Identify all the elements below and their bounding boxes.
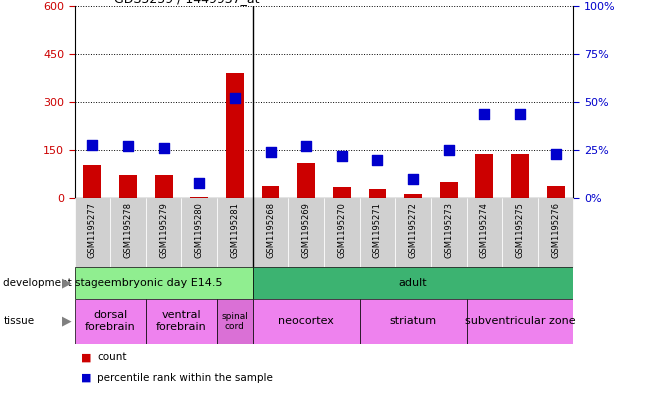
Bar <box>404 194 422 198</box>
Point <box>123 143 133 150</box>
Bar <box>181 198 217 267</box>
Text: dorsal
forebrain: dorsal forebrain <box>85 310 135 332</box>
Text: GSM1195281: GSM1195281 <box>231 202 239 258</box>
Text: GSM1195270: GSM1195270 <box>338 202 346 258</box>
Text: neocortex: neocortex <box>278 316 334 326</box>
Text: GSM1195275: GSM1195275 <box>516 202 524 258</box>
Bar <box>288 198 324 267</box>
Text: percentile rank within the sample: percentile rank within the sample <box>97 373 273 383</box>
Text: GSM1195276: GSM1195276 <box>551 202 560 258</box>
Bar <box>360 299 467 344</box>
Text: GSM1195280: GSM1195280 <box>195 202 203 258</box>
Point <box>408 176 419 182</box>
Bar <box>75 267 253 299</box>
Bar <box>253 198 288 267</box>
Bar <box>467 299 573 344</box>
Bar <box>155 175 172 198</box>
Bar <box>253 267 573 299</box>
Bar <box>369 189 386 198</box>
Text: adult: adult <box>399 278 428 288</box>
Bar <box>538 198 573 267</box>
Bar <box>146 198 181 267</box>
Bar <box>226 73 244 198</box>
Text: GSM1195272: GSM1195272 <box>409 202 417 258</box>
Text: tissue: tissue <box>3 316 34 326</box>
Text: GDS5259 / 1449937_at: GDS5259 / 1449937_at <box>115 0 260 5</box>
Text: GSM1195271: GSM1195271 <box>373 202 382 258</box>
Bar <box>511 154 529 198</box>
Bar <box>75 198 110 267</box>
Text: GSM1195273: GSM1195273 <box>445 202 453 258</box>
Bar <box>502 198 538 267</box>
Text: GSM1195269: GSM1195269 <box>302 202 310 258</box>
Text: embryonic day E14.5: embryonic day E14.5 <box>104 278 223 288</box>
Text: GSM1195279: GSM1195279 <box>159 202 168 258</box>
Text: subventricular zone: subventricular zone <box>465 316 575 326</box>
Text: ventral
forebrain: ventral forebrain <box>156 310 207 332</box>
Text: development stage: development stage <box>3 278 104 288</box>
Point <box>337 153 347 159</box>
Point <box>301 143 311 150</box>
Point <box>87 141 97 148</box>
Point <box>158 145 168 152</box>
Text: count: count <box>97 353 127 362</box>
Text: GSM1195278: GSM1195278 <box>124 202 132 258</box>
Text: striatum: striatum <box>389 316 437 326</box>
Bar <box>84 165 101 198</box>
Bar <box>395 198 431 267</box>
Point <box>229 95 240 101</box>
Bar <box>333 187 351 198</box>
Bar <box>217 299 253 344</box>
Text: ▶: ▶ <box>62 315 71 328</box>
Bar <box>110 198 146 267</box>
Bar <box>476 154 493 198</box>
Text: ■: ■ <box>81 353 91 362</box>
Bar <box>547 186 564 198</box>
Point <box>265 149 275 155</box>
Bar <box>324 198 360 267</box>
Point <box>479 110 490 117</box>
Text: ■: ■ <box>81 373 91 383</box>
Point <box>194 180 205 186</box>
Point <box>550 151 561 157</box>
Bar <box>262 186 279 198</box>
Bar <box>440 182 457 198</box>
Text: GSM1195274: GSM1195274 <box>480 202 489 258</box>
Bar <box>431 198 467 267</box>
Text: spinal
cord: spinal cord <box>222 312 248 331</box>
Bar <box>191 197 208 198</box>
Point <box>515 110 525 117</box>
Bar <box>217 198 253 267</box>
Bar <box>146 299 217 344</box>
Point <box>443 147 454 153</box>
Bar <box>253 299 360 344</box>
Bar <box>119 175 137 198</box>
Text: GSM1195277: GSM1195277 <box>88 202 97 258</box>
Text: ▶: ▶ <box>62 276 71 290</box>
Point <box>372 157 382 163</box>
Bar <box>360 198 395 267</box>
Text: GSM1195268: GSM1195268 <box>266 202 275 258</box>
Bar <box>467 198 502 267</box>
Bar <box>75 299 146 344</box>
Bar <box>297 163 315 198</box>
